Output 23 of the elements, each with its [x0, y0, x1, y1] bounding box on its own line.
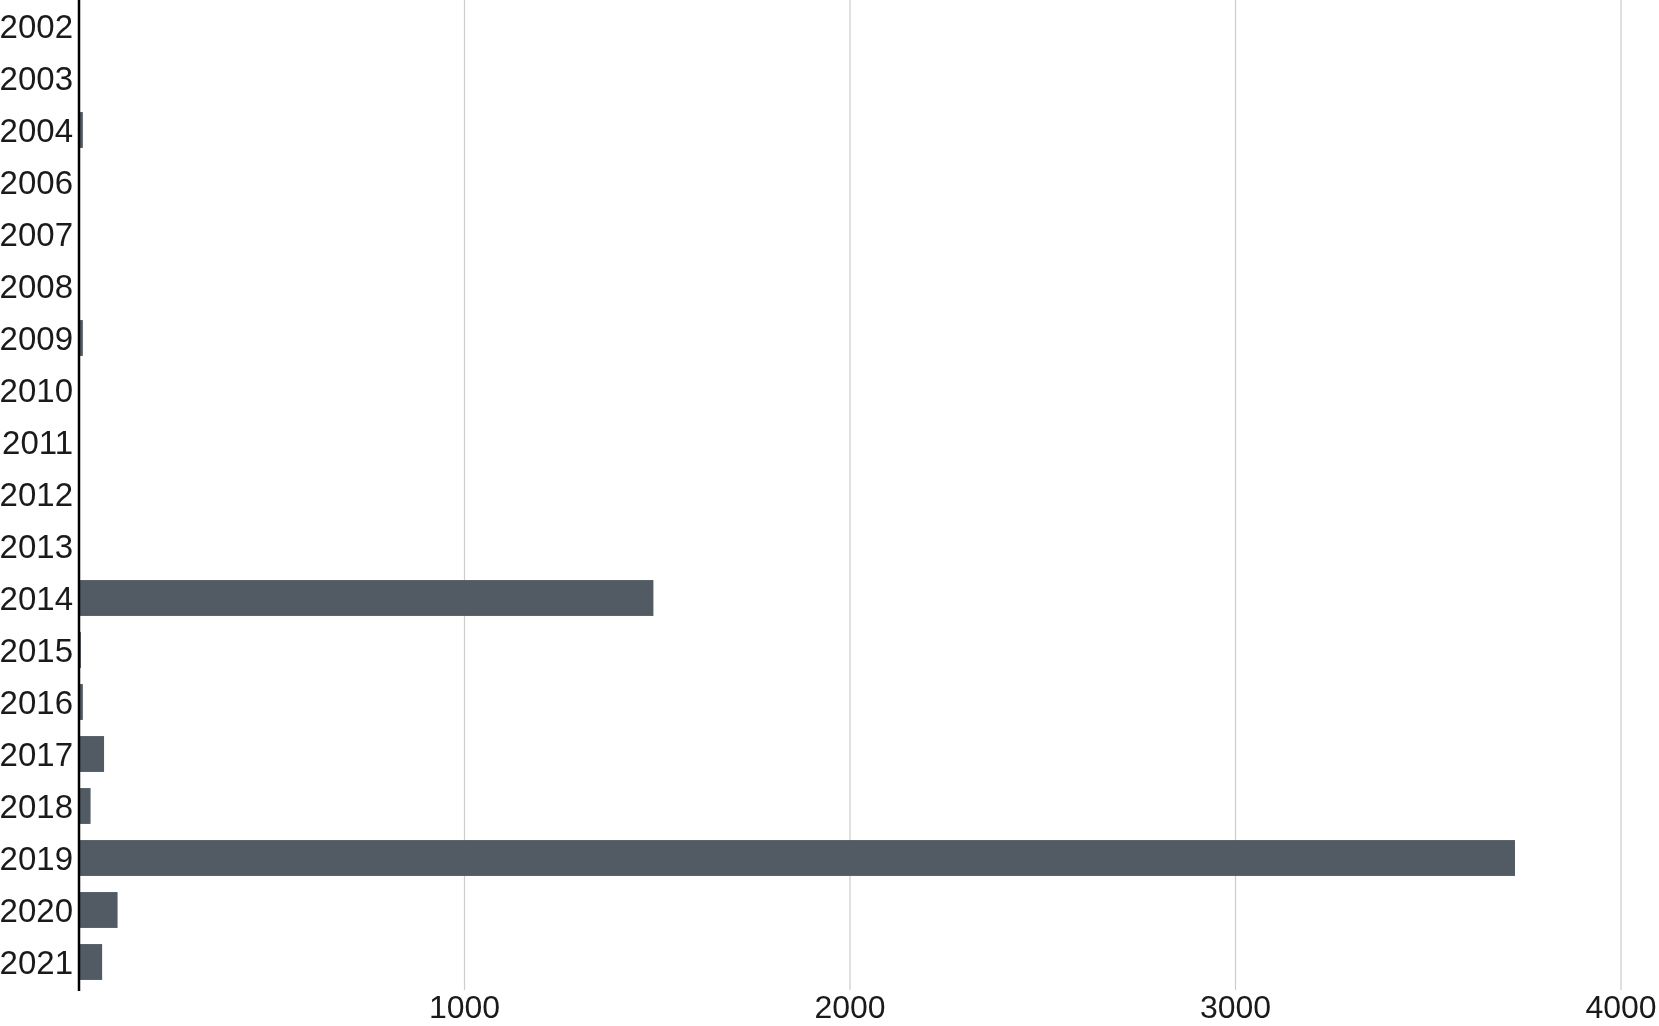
y-tick-label: 2009: [0, 319, 73, 357]
y-tick-label: 2018: [0, 787, 73, 825]
y-tick-label: 2016: [0, 683, 73, 721]
y-tick-label: 2008: [0, 267, 73, 305]
y-tick-label: 2020: [0, 891, 73, 929]
x-tick-label: 2000: [814, 989, 886, 1025]
y-tick-label: 2017: [0, 735, 73, 773]
x-tick-label: 3000: [1199, 989, 1272, 1025]
y-tick-label: 2015: [0, 631, 73, 669]
y-tick-label: 2006: [0, 163, 73, 201]
y-tick-label: 2014: [0, 579, 73, 617]
x-tick-label: 1000: [428, 989, 501, 1025]
y-tick-label: 2019: [0, 839, 73, 877]
y-tick-label: 2004: [0, 111, 73, 149]
y-tick-label: 2003: [0, 59, 73, 97]
y-tick-label: 2007: [0, 215, 73, 253]
y-tick-label: 2011: [2, 423, 73, 461]
y-tick-label: 2002: [0, 7, 73, 45]
y-tick-label: 2013: [0, 527, 73, 565]
y-tick-label: 2021: [0, 943, 73, 981]
y-tick-label: 2012: [0, 475, 73, 513]
x-tick-label: 4000: [1585, 989, 1657, 1025]
y-tick-label: 2010: [0, 371, 73, 409]
